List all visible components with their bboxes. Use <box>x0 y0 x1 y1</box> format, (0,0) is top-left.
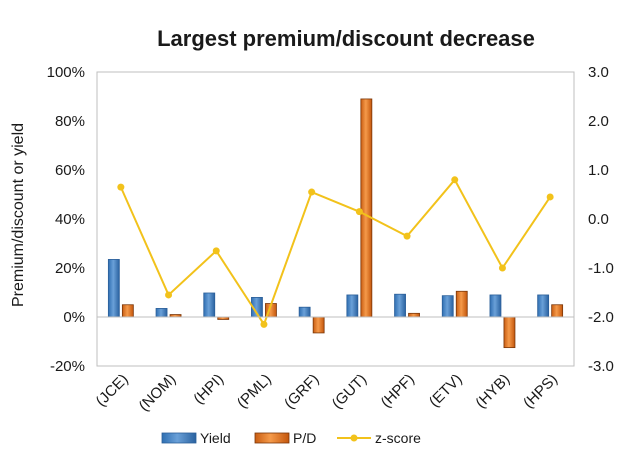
y-tick-label: 40% <box>55 211 85 228</box>
point-z-score <box>546 193 554 201</box>
y-tick-label: 60% <box>55 162 85 179</box>
x-tick-label: (PML) <box>234 371 275 412</box>
bar-yield <box>537 294 550 318</box>
legend-swatch <box>254 432 290 444</box>
plot-area <box>107 98 564 349</box>
y-tick-label: 80% <box>55 113 85 130</box>
legend-label: Yield <box>200 430 231 446</box>
bar-yield <box>394 293 406 318</box>
point-z-score <box>212 247 220 255</box>
y2-tick-label: -3.0 <box>588 358 614 375</box>
point-z-score <box>117 183 125 191</box>
bar-yield <box>489 294 502 318</box>
chart-title: Largest premium/discount decrease <box>157 26 535 51</box>
legend-marker <box>350 434 358 442</box>
x-tick-label: (NOM) <box>136 371 180 415</box>
bar-p-d <box>312 316 325 334</box>
bar-yield <box>346 294 359 318</box>
bar-yield <box>203 292 216 318</box>
x-tick-label: (HPI) <box>190 371 227 408</box>
x-tick-label: (GRF) <box>281 371 322 412</box>
point-z-score <box>165 291 173 299</box>
point-z-score <box>451 176 459 184</box>
bar-p-d <box>360 98 373 318</box>
x-tick-label: (ETV) <box>426 371 466 411</box>
y2-tick-label: 0.0 <box>588 211 609 228</box>
bar-p-d <box>121 304 134 318</box>
bar-p-d <box>503 316 516 349</box>
y-axis-label: Premium/discount or yield <box>10 123 27 307</box>
x-tick-label: (GUT) <box>329 371 370 412</box>
line-z-score <box>119 178 551 327</box>
plot-frame <box>96 71 575 367</box>
bar-yield <box>298 306 311 318</box>
x-tick-label: (JCE) <box>93 371 132 410</box>
y-tick-label: 20% <box>55 260 85 277</box>
point-z-score <box>355 208 363 216</box>
bar-yield <box>441 295 454 318</box>
y2-tick-label: 3.0 <box>588 64 609 81</box>
point-z-score <box>260 320 268 328</box>
bar-p-d <box>551 304 564 318</box>
y-tick-label: -20% <box>50 358 85 375</box>
legend: Yield P/D z-score <box>161 430 421 446</box>
point-z-score <box>498 264 506 272</box>
bar-yield <box>155 308 168 318</box>
bar-yield <box>107 259 120 318</box>
x-tick-label: (HPS) <box>520 371 561 412</box>
point-z-score <box>403 232 411 240</box>
legend-label: P/D <box>293 430 316 446</box>
bar-p-d <box>408 312 420 318</box>
y2-tick-label: -1.0 <box>588 260 614 277</box>
y-tick-label: 100% <box>47 64 85 81</box>
legend-label: z-score <box>375 430 421 446</box>
y-tick-label: 0% <box>63 309 85 326</box>
axes: -20% 0% 20% 40% 60% 80% 100% -3.0 -2.0 -1.0 0.0 1.0… <box>47 64 614 415</box>
bar-p-d <box>455 290 468 318</box>
y2-tick-label: -2.0 <box>588 309 614 326</box>
point-z-score <box>308 188 316 196</box>
x-tick-label: (HYB) <box>472 371 513 412</box>
legend-swatch <box>161 432 197 444</box>
x-tick-label: (HPF) <box>378 371 418 411</box>
y2-tick-label: 2.0 <box>588 113 609 130</box>
y2-tick-label: 1.0 <box>588 162 609 179</box>
